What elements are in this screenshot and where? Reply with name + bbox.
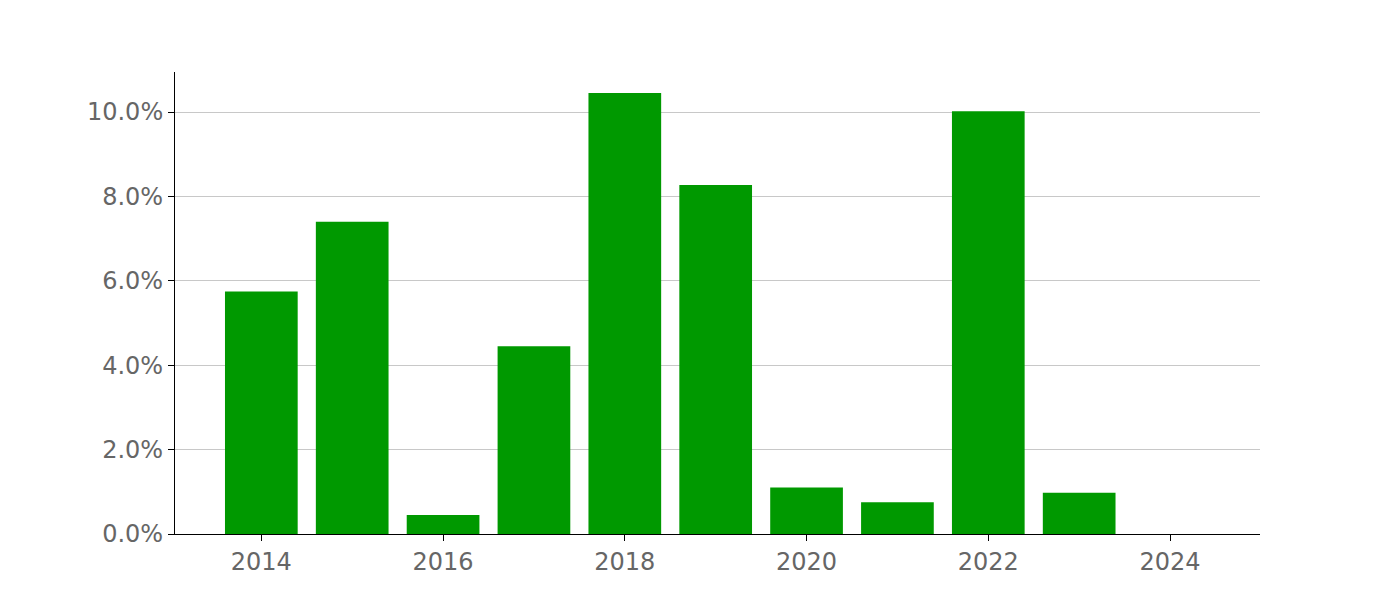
svg-text:2018: 2018 [594, 548, 655, 576]
svg-text:2024: 2024 [1140, 548, 1201, 576]
svg-text:4.0%: 4.0% [102, 352, 163, 380]
svg-text:TradeWave.AI: TradeWave.AI [3, 598, 112, 600]
svg-text:2022: 2022 [958, 548, 1019, 576]
svg-text:0.0%: 0.0% [102, 520, 163, 548]
svg-text:2014: 2014 [231, 548, 292, 576]
svg-text:6.0%: 6.0% [102, 267, 163, 295]
svg-text:10.0%: 10.0% [87, 98, 163, 126]
svg-text:MMI TradeWave Gain Loss Barcha: MMI TradeWave Gain Loss Barchart - 2024-… [879, 598, 1388, 600]
svg-text:2.0%: 2.0% [102, 436, 163, 464]
svg-text:2016: 2016 [413, 548, 474, 576]
svg-text:2020: 2020 [776, 548, 837, 576]
svg-text:8.0%: 8.0% [102, 183, 163, 211]
